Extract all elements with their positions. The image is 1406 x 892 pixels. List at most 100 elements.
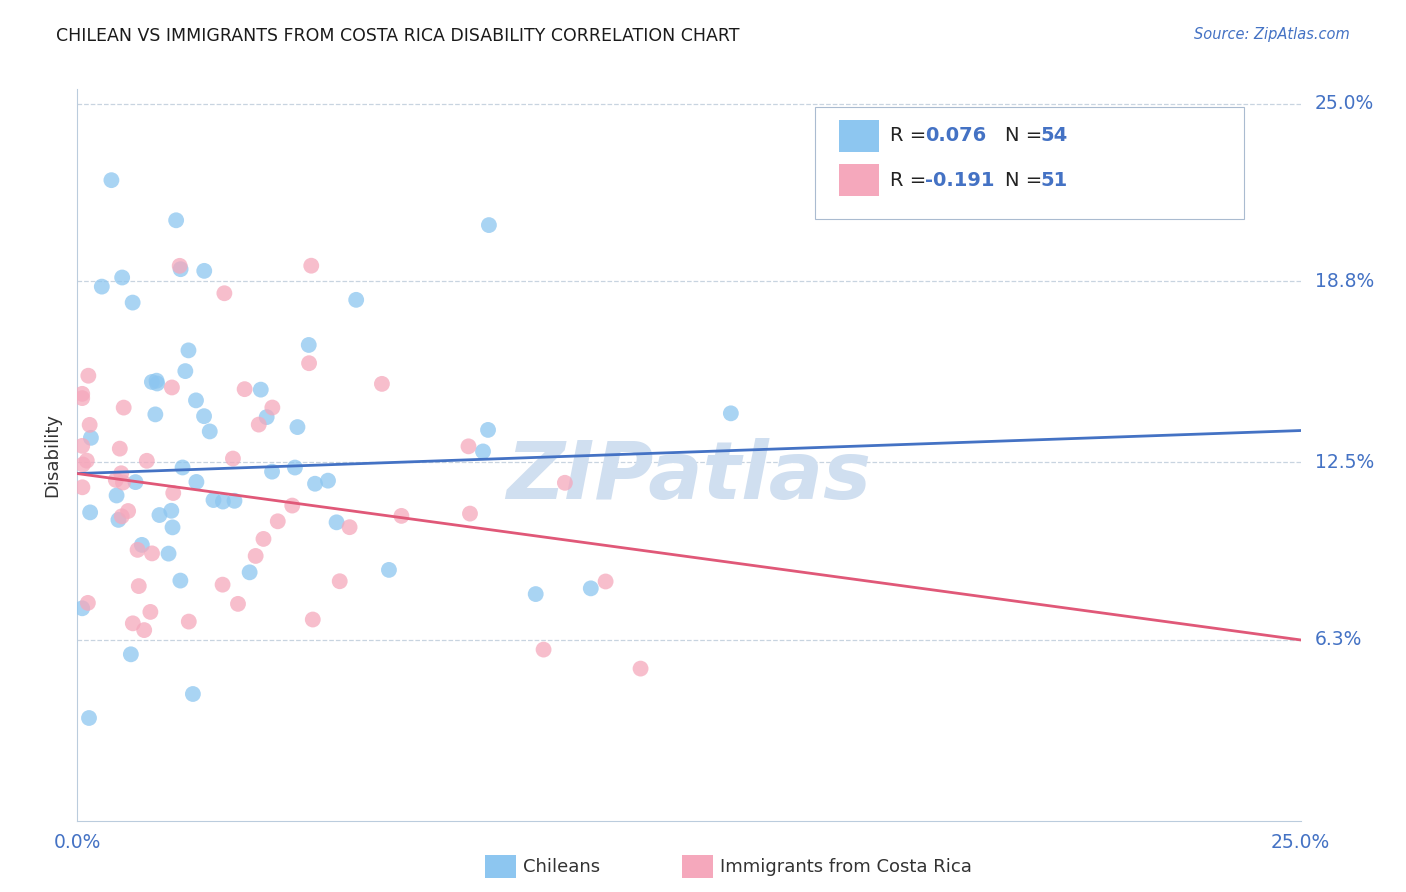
Point xyxy=(157,547,180,561)
Point xyxy=(117,504,139,518)
Point xyxy=(457,439,479,453)
Point xyxy=(112,401,135,415)
Point xyxy=(212,494,235,508)
Point xyxy=(478,218,501,232)
Point xyxy=(524,587,547,601)
Point xyxy=(141,375,163,389)
Point xyxy=(458,507,481,521)
Point xyxy=(193,264,215,278)
Point xyxy=(174,364,197,378)
Point xyxy=(70,391,93,405)
Text: 6.3%: 6.3% xyxy=(1315,631,1362,649)
Point xyxy=(79,505,101,519)
Point xyxy=(262,401,284,415)
Point xyxy=(222,451,245,466)
Point xyxy=(143,408,166,422)
Point xyxy=(162,520,184,534)
Point xyxy=(371,376,394,391)
Point xyxy=(281,499,304,513)
Point xyxy=(160,380,183,394)
Point xyxy=(121,295,143,310)
Point xyxy=(135,454,157,468)
Y-axis label: Disability: Disability xyxy=(44,413,62,497)
Point xyxy=(249,383,271,397)
Point xyxy=(202,493,225,508)
Point xyxy=(111,475,134,490)
Text: Immigrants from Costa Rica: Immigrants from Costa Rica xyxy=(720,858,972,876)
Text: 25.0%: 25.0% xyxy=(1271,833,1330,853)
Point xyxy=(260,465,283,479)
Point xyxy=(110,467,132,481)
Text: Source: ZipAtlas.com: Source: ZipAtlas.com xyxy=(1194,27,1350,42)
Point xyxy=(247,417,270,432)
Point xyxy=(252,532,274,546)
Point xyxy=(211,577,233,591)
Point xyxy=(104,473,127,487)
Point xyxy=(90,279,112,293)
Point xyxy=(134,623,156,637)
Point xyxy=(472,444,495,458)
Point xyxy=(169,259,191,273)
Point xyxy=(177,615,200,629)
Point xyxy=(165,213,187,227)
Point xyxy=(329,574,352,589)
Point xyxy=(146,376,169,391)
Point xyxy=(107,513,129,527)
Point xyxy=(256,410,278,425)
Point xyxy=(284,460,307,475)
Text: 54: 54 xyxy=(1040,126,1067,145)
Point xyxy=(595,574,617,589)
Point xyxy=(162,486,184,500)
Point xyxy=(124,475,146,489)
Point xyxy=(72,480,94,494)
Point xyxy=(198,425,221,439)
Point xyxy=(70,601,93,615)
Text: R =: R = xyxy=(890,126,932,145)
Text: 0.076: 0.076 xyxy=(925,126,987,145)
Point xyxy=(239,566,262,580)
Text: N =: N = xyxy=(1005,170,1049,190)
Point xyxy=(108,442,131,456)
Point xyxy=(160,504,183,518)
Point xyxy=(148,508,170,522)
Point xyxy=(172,460,194,475)
Point xyxy=(533,642,555,657)
Point xyxy=(70,439,93,453)
Text: ZIPatlas: ZIPatlas xyxy=(506,438,872,516)
Point xyxy=(105,488,128,502)
Point xyxy=(111,509,134,524)
Point xyxy=(79,417,101,432)
Text: 51: 51 xyxy=(1040,170,1067,190)
Point xyxy=(301,613,323,627)
Point xyxy=(214,286,236,301)
Point xyxy=(477,423,499,437)
Point xyxy=(141,546,163,560)
Point xyxy=(111,270,134,285)
Point xyxy=(316,474,339,488)
Text: 18.8%: 18.8% xyxy=(1315,272,1374,291)
Point xyxy=(339,520,361,534)
Point xyxy=(287,420,309,434)
Text: -0.191: -0.191 xyxy=(925,170,994,190)
Point xyxy=(720,406,742,420)
Point xyxy=(298,338,321,352)
Point xyxy=(299,259,322,273)
Point xyxy=(391,508,413,523)
Point xyxy=(77,711,100,725)
Text: 25.0%: 25.0% xyxy=(1315,94,1374,113)
Point xyxy=(120,648,142,662)
Point xyxy=(579,582,602,596)
Text: N =: N = xyxy=(1005,126,1049,145)
Point xyxy=(169,262,191,277)
Text: 12.5%: 12.5% xyxy=(1315,452,1374,472)
Point xyxy=(184,393,207,408)
Point xyxy=(76,596,98,610)
Point xyxy=(100,173,122,187)
Point xyxy=(121,616,143,631)
Text: 0.0%: 0.0% xyxy=(53,833,101,853)
Text: R =: R = xyxy=(890,170,932,190)
Text: Chileans: Chileans xyxy=(523,858,600,876)
Point xyxy=(226,597,249,611)
Point xyxy=(378,563,401,577)
Point xyxy=(298,356,321,370)
